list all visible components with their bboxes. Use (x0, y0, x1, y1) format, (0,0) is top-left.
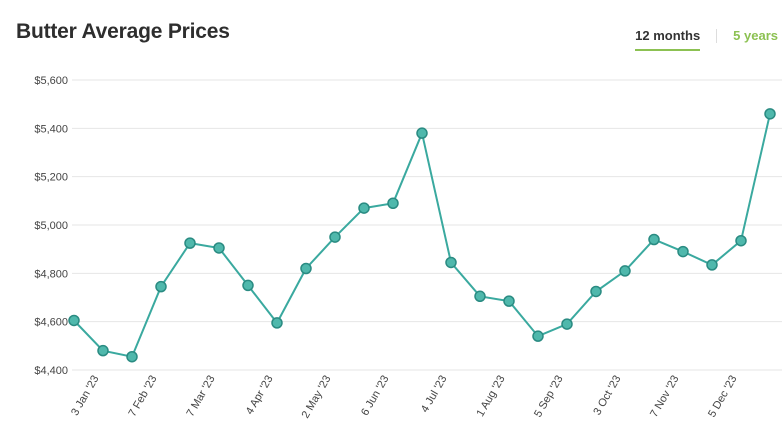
series-line (73, 113, 771, 358)
data-point[interactable] (503, 295, 515, 307)
data-point[interactable] (184, 237, 196, 249)
x-tick-label: 2 May '23 (300, 374, 334, 421)
data-point[interactable] (532, 330, 544, 342)
data-point[interactable] (213, 242, 225, 254)
tab-12-months[interactable]: 12 months (635, 28, 701, 51)
data-point[interactable] (706, 259, 718, 271)
data-point[interactable] (329, 231, 341, 243)
grid-lines (72, 79, 782, 371)
y-axis-ticks: $4,400 $4,600 $4,800 $5,000 $5,200 $5,400 $5,6… (34, 75, 68, 377)
data-point[interactable] (619, 265, 631, 277)
page-title: Butter Average Prices (16, 20, 230, 43)
data-point[interactable] (474, 290, 486, 303)
data-point[interactable] (561, 318, 573, 330)
y-tick-label: $5,600 (34, 75, 68, 87)
data-points (68, 108, 776, 363)
series-line-group (73, 113, 771, 358)
data-point[interactable] (358, 202, 370, 214)
y-tick-label: $5,400 (34, 123, 68, 135)
data-point[interactable] (126, 350, 138, 363)
tab-5-years[interactable]: 5 years (733, 28, 778, 43)
x-tick-label: 4 Jul '23 (419, 374, 450, 415)
x-tick-label: 3 Jan '23 (69, 374, 102, 418)
x-tick-label: 5 Dec '23 (706, 374, 739, 420)
data-point[interactable] (416, 127, 428, 139)
x-tick-label: 7 Nov '23 (648, 374, 681, 420)
data-point[interactable] (648, 233, 660, 246)
x-tick-label: 7 Feb '23 (126, 374, 159, 419)
y-tick-label: $4,800 (34, 268, 68, 280)
y-tick-label: $4,600 (34, 317, 68, 329)
x-tick-label: 6 Jun '23 (359, 374, 392, 418)
y-tick-label: $5,200 (34, 172, 68, 184)
data-point[interactable] (764, 108, 776, 120)
x-axis-ticks: 3 Jan '23 7 Feb '23 7 Mar '23 4 Apr '23 2 Ma… (69, 374, 740, 421)
data-point[interactable] (300, 262, 312, 275)
x-tick-label: 5 Sep '23 (532, 374, 565, 420)
data-point[interactable] (677, 245, 689, 258)
x-tick-label: 4 Apr '23 (244, 374, 276, 417)
data-point[interactable] (271, 317, 283, 329)
tab-divider (716, 29, 718, 43)
data-point[interactable] (445, 256, 457, 269)
x-tick-label: 3 Oct '23 (591, 374, 623, 418)
data-point[interactable] (735, 234, 747, 247)
data-point[interactable] (97, 344, 109, 357)
data-point[interactable] (155, 280, 167, 293)
y-tick-label: $4,400 (34, 365, 68, 377)
range-tabs: 12 months 5 years (635, 28, 778, 51)
data-point[interactable] (590, 285, 602, 298)
x-tick-label: 7 Mar '23 (184, 374, 217, 419)
data-point[interactable] (387, 197, 399, 209)
data-point[interactable] (242, 279, 254, 292)
data-point[interactable] (68, 314, 80, 327)
y-tick-label: $5,000 (34, 220, 68, 232)
x-tick-label: 1 Aug '23 (474, 374, 507, 419)
